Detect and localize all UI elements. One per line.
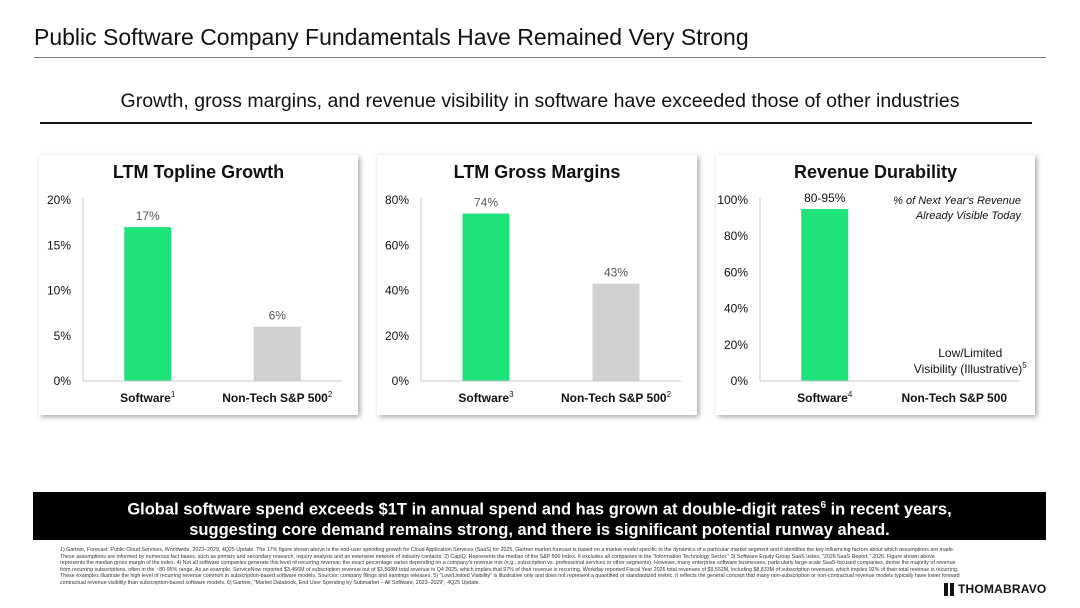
chart-panel-revenue-durability: Revenue Durability 0% 20% 40% 60% 80% 100% 80-9… xyxy=(716,155,1035,415)
thomabravo-logo: THOMABRAVO xyxy=(944,582,1046,596)
chart-panel-topline-growth: LTM Topline Growth 0% 5% 10% 15% 20% 17% Softwa… xyxy=(39,155,358,415)
banner-line-1: Global software spend exceeds $1T in ann… xyxy=(33,496,1046,520)
bar-software xyxy=(124,227,172,381)
category-label-text: Non-Tech S&P 500 xyxy=(222,391,328,405)
annotation-text: Already Visible Today xyxy=(915,210,1023,222)
y-tick-label: 60% xyxy=(724,265,748,279)
low-visibility-note-text: Low/Limited xyxy=(938,346,1002,360)
y-tick-label: 80% xyxy=(385,193,409,207)
chart-panel-gross-margins: LTM Gross Margins 0% 20% 40% 60% 80% 74% Softwa… xyxy=(377,155,697,415)
page-subtitle: Growth, gross margins, and revenue visib… xyxy=(120,90,960,112)
y-tick-label: 80% xyxy=(724,229,748,243)
category-label: Software3 xyxy=(458,390,514,405)
y-tick-label: 20% xyxy=(47,193,71,207)
chart-title: LTM Gross Margins xyxy=(454,162,621,182)
bar-non-tech xyxy=(592,283,640,381)
y-tick-label: 100% xyxy=(717,193,748,207)
category-footnote-ref: 2 xyxy=(328,390,333,399)
chart-svg: LTM Gross Margins 0% 20% 40% 60% 80% 74% Softwa… xyxy=(385,162,681,405)
category-label: Non-Tech S&P 5002 xyxy=(222,390,333,405)
category-footnote-ref: 4 xyxy=(848,390,853,399)
chart-title: LTM Topline Growth xyxy=(113,162,284,182)
subtitle-divider xyxy=(40,122,1032,124)
y-tick-label: 0% xyxy=(54,374,72,388)
category-label-text: Software xyxy=(797,391,848,405)
category-footnote-ref: 3 xyxy=(509,390,514,399)
footnotes: 1) Gartner, Forecast: Public Cloud Servi… xyxy=(60,547,960,586)
banner-line-2: suggesting core demand remains strong, a… xyxy=(189,520,890,539)
y-tick-label: 5% xyxy=(54,329,72,343)
banner-line-1-tail: in recent years, xyxy=(826,500,952,519)
summary-banner: Global software spend exceeds $1T in ann… xyxy=(33,492,1046,540)
bar-software xyxy=(801,209,849,381)
category-footnote-ref: 1 xyxy=(171,390,176,399)
y-tick-label: 0% xyxy=(392,374,410,388)
chart-svg: Revenue Durability 0% 20% 40% 60% 80% 100% 80-9… xyxy=(717,162,1027,405)
data-label: 6% xyxy=(269,309,287,323)
chart-title: Revenue Durability xyxy=(794,162,957,182)
title-divider xyxy=(34,57,1046,58)
data-label: 74% xyxy=(474,196,498,210)
y-tick-label: 0% xyxy=(731,374,749,388)
data-label: 43% xyxy=(604,266,628,280)
low-visibility-note: Low/Limited xyxy=(938,346,1002,360)
y-tick-label: 40% xyxy=(385,284,409,298)
category-label-text: Software xyxy=(120,391,171,405)
note-footnote-ref: 5 xyxy=(1022,361,1027,370)
data-label: 17% xyxy=(136,209,160,223)
category-label: Software4 xyxy=(797,390,853,405)
data-label: 80-95% xyxy=(804,191,846,205)
banner-line-1-text: Global software spend exceeds $1T in ann… xyxy=(127,500,821,519)
category-label: Non-Tech S&P 5002 xyxy=(561,390,672,405)
low-visibility-note: Visibility (Illustrative)5 xyxy=(914,361,1027,376)
category-label-text: Software xyxy=(458,391,509,405)
category-label-text: Non-Tech S&P 500 xyxy=(561,391,667,405)
y-tick-label: 40% xyxy=(724,302,748,316)
y-tick-label: 20% xyxy=(724,338,748,352)
category-label: Software1 xyxy=(120,390,176,405)
page-title: Public Software Company Fundamentals Hav… xyxy=(34,24,749,50)
y-tick-label: 15% xyxy=(47,238,71,252)
logo-text: THOMABRAVO xyxy=(958,582,1047,596)
y-tick-label: 10% xyxy=(47,284,71,298)
y-tick-label: 60% xyxy=(385,238,409,252)
category-label: Non-Tech S&P 500 xyxy=(901,391,1007,405)
category-label-text: Non-Tech S&P 500 xyxy=(901,391,1007,405)
category-footnote-ref: 2 xyxy=(667,390,672,399)
y-tick-label: 20% xyxy=(385,329,409,343)
low-visibility-note-text: Visibility (Illustrative) xyxy=(914,362,1022,376)
logo-bars-icon xyxy=(944,582,954,596)
chart-svg: LTM Topline Growth 0% 5% 10% 15% 20% 17% Softwa… xyxy=(47,162,342,405)
banner-footnote-ref: 6 xyxy=(820,500,827,511)
annotation-text: % of Next Year's Revenue xyxy=(893,195,1021,207)
bar-software xyxy=(462,213,510,381)
bar-non-tech xyxy=(253,326,301,381)
